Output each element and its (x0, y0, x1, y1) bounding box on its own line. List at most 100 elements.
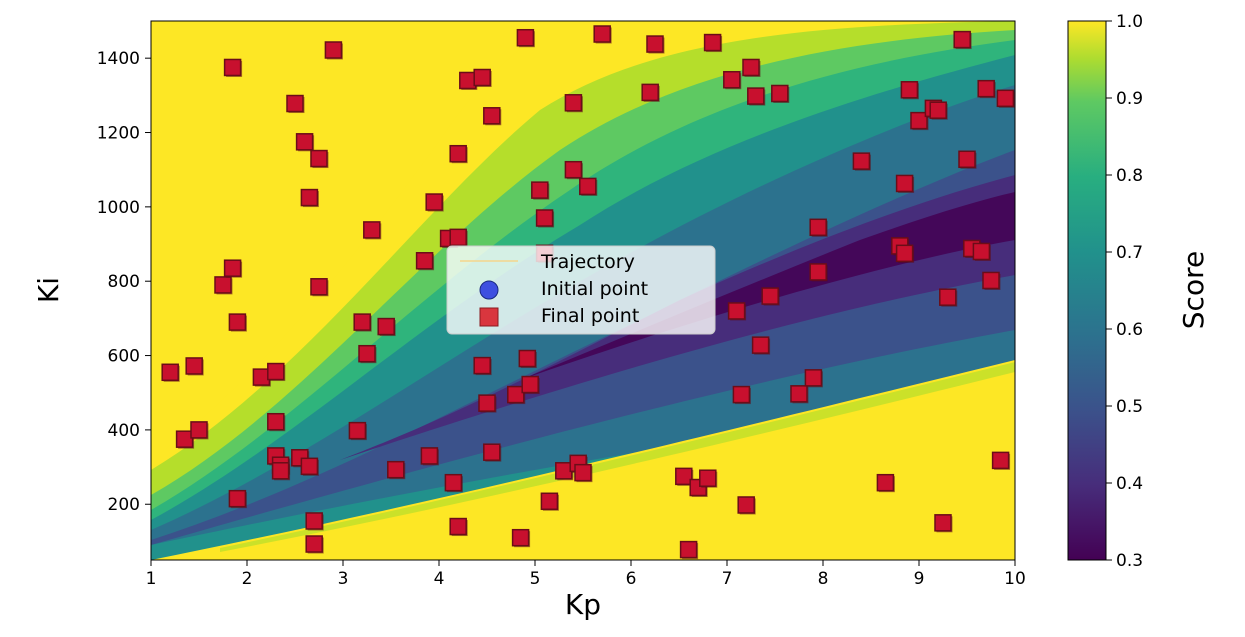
final-point-marker (996, 89, 1015, 108)
legend-final-label: Final point (541, 305, 639, 327)
final-point-marker (737, 496, 755, 514)
x-axis-title: Kp (565, 588, 601, 621)
final-point-marker (929, 101, 947, 119)
final-point-marker (895, 174, 914, 193)
final-point-marker (809, 218, 827, 237)
final-point-marker (511, 528, 530, 547)
legend-initial-label: Initial point (541, 278, 648, 300)
final-point-marker (521, 375, 539, 394)
final-point-marker (771, 84, 789, 103)
final-point-marker (574, 463, 592, 482)
final-point-markers (161, 25, 1015, 560)
final-point-marker (420, 447, 439, 465)
final-point-marker (732, 385, 751, 404)
final-point-marker (852, 152, 871, 170)
final-point-marker (679, 540, 698, 559)
final-point-marker (377, 317, 395, 336)
colorbar-tick-label: 0.3 (1116, 551, 1143, 571)
colorbar-tick-label: 0.5 (1116, 397, 1143, 417)
final-point-marker (727, 302, 746, 320)
final-point-marker (223, 259, 242, 277)
final-point-marker (699, 469, 717, 487)
final-point-marker (449, 144, 467, 163)
final-point-marker (267, 412, 285, 431)
final-point-marker (223, 58, 242, 77)
x-tick-label: 10 (1004, 569, 1026, 589)
final-point-marker (703, 33, 722, 52)
final-point-marker (953, 30, 971, 49)
final-point-marker (723, 70, 741, 89)
final-point-marker (305, 535, 323, 553)
final-point-marker (761, 287, 779, 305)
final-point-marker (518, 349, 537, 368)
final-point-marker (982, 271, 1000, 290)
final-point-marker (804, 369, 823, 387)
final-point-marker (895, 244, 914, 263)
x-tick-label: 8 (818, 569, 829, 589)
y-axis: 200 400 600 800 1000 1200 1400 (97, 49, 151, 515)
final-point-marker (449, 517, 467, 536)
final-point-marker (353, 313, 371, 331)
final-point-marker (516, 28, 535, 47)
colorbar: 0.3 0.4 0.5 0.6 0.7 0.8 0.9 1.0 Score (1067, 12, 1210, 571)
final-point-marker (483, 443, 501, 461)
final-point-marker (934, 514, 952, 532)
final-point-marker (473, 68, 491, 87)
x-tick-label: 4 (434, 569, 445, 589)
y-tick-label: 1000 (97, 198, 140, 218)
y-tick-label: 1400 (97, 49, 140, 69)
final-point-marker (449, 228, 467, 247)
final-point-marker (751, 336, 770, 354)
y-tick-label: 800 (108, 272, 140, 292)
final-point-marker (579, 177, 597, 196)
final-point-marker (555, 462, 573, 480)
final-point-marker (425, 193, 443, 211)
x-tick-label: 9 (914, 569, 925, 589)
colorbar-label: Score (1177, 251, 1210, 329)
plot-frame (150, 20, 1016, 561)
final-point-marker (310, 149, 328, 168)
final-point-marker (459, 71, 477, 90)
final-point-marker (507, 385, 525, 404)
final-point-marker (185, 357, 203, 375)
final-point-marker (939, 288, 957, 306)
final-point-marker (286, 94, 304, 113)
colorbar-tick-label: 0.6 (1116, 320, 1143, 340)
final-point-marker (324, 41, 343, 59)
final-point-marker (809, 263, 827, 281)
legend-box (446, 245, 716, 335)
final-point-marker (295, 133, 314, 151)
x-tick-label: 5 (530, 569, 541, 589)
y-tick-label: 400 (108, 421, 140, 441)
final-point-marker (535, 209, 554, 227)
final-point-marker (531, 181, 549, 199)
final-point-marker (310, 278, 328, 296)
final-point-marker (363, 221, 381, 239)
final-point-marker (483, 107, 501, 125)
final-point-marker (675, 467, 693, 486)
final-point-marker (977, 79, 995, 98)
final-point-marker (564, 160, 583, 179)
x-tick-label: 7 (722, 569, 733, 589)
final-point-marker (593, 25, 611, 43)
final-point-marker (478, 394, 496, 412)
final-point-marker (228, 313, 247, 331)
final-point-marker (228, 489, 247, 508)
y-axis-title: Ki (32, 277, 65, 303)
final-point-marker (305, 512, 323, 530)
legend-final-marker (479, 307, 499, 327)
legend: Trajectory Initial point Final point (446, 245, 716, 335)
final-point-marker (991, 451, 1010, 470)
y-tick-label: 600 (108, 347, 140, 367)
colorbar-tick-label: 1.0 (1116, 12, 1143, 32)
final-point-marker (267, 362, 285, 381)
x-tick-label: 6 (626, 569, 637, 589)
x-tick-label: 1 (146, 569, 157, 589)
legend-trajectory-label: Trajectory (540, 251, 635, 273)
final-point-marker (271, 462, 290, 480)
final-point-marker (876, 473, 895, 492)
y-tick-label: 200 (108, 495, 140, 515)
final-point-marker (190, 421, 208, 439)
legend-initial-marker (479, 280, 499, 300)
final-point-marker (252, 368, 271, 386)
